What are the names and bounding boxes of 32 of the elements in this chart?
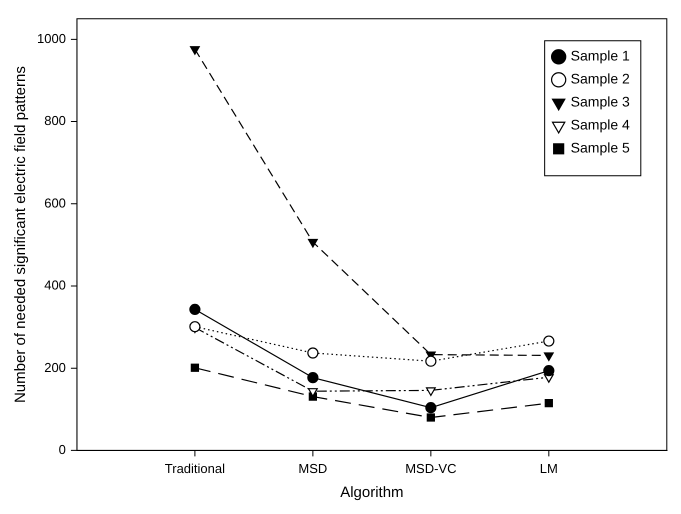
- point: [307, 347, 318, 359]
- point: [189, 321, 200, 332]
- point: [189, 304, 200, 316]
- legend-label: Sample 4: [570, 116, 630, 133]
- x-tick-label: LM: [540, 460, 558, 476]
- point: [543, 335, 554, 347]
- point: [425, 402, 436, 414]
- legend-label: Sample 2: [570, 70, 630, 87]
- point: [544, 398, 553, 408]
- y-tick-label: 400: [44, 278, 66, 293]
- point: [190, 364, 200, 372]
- y-tick-label: 1000: [37, 30, 66, 46]
- y-tick-label: 600: [44, 195, 66, 210]
- point: [425, 356, 436, 367]
- y-tick-label: 0: [58, 442, 66, 457]
- x-tick-label: MSD-VC: [405, 460, 456, 476]
- x-tick-label: MSD: [298, 460, 328, 476]
- point: [543, 365, 554, 376]
- y-tick-label: 800: [44, 113, 66, 128]
- point: [308, 238, 318, 248]
- x-tick-label: Traditional: [164, 460, 226, 476]
- legend-label: Sample 3: [570, 94, 630, 110]
- legend-label: Sample 5: [570, 140, 630, 156]
- point: [307, 372, 318, 384]
- point: [190, 46, 200, 55]
- y-axis-title: Number of needed significant electric field patterns: [12, 66, 30, 404]
- point: [426, 387, 436, 396]
- x-axis-title: Algorithm: [340, 484, 404, 502]
- point: [426, 413, 435, 422]
- y-tick-label: 200: [44, 360, 66, 375]
- legend-label: Sample 1: [570, 48, 630, 64]
- point: [544, 352, 554, 362]
